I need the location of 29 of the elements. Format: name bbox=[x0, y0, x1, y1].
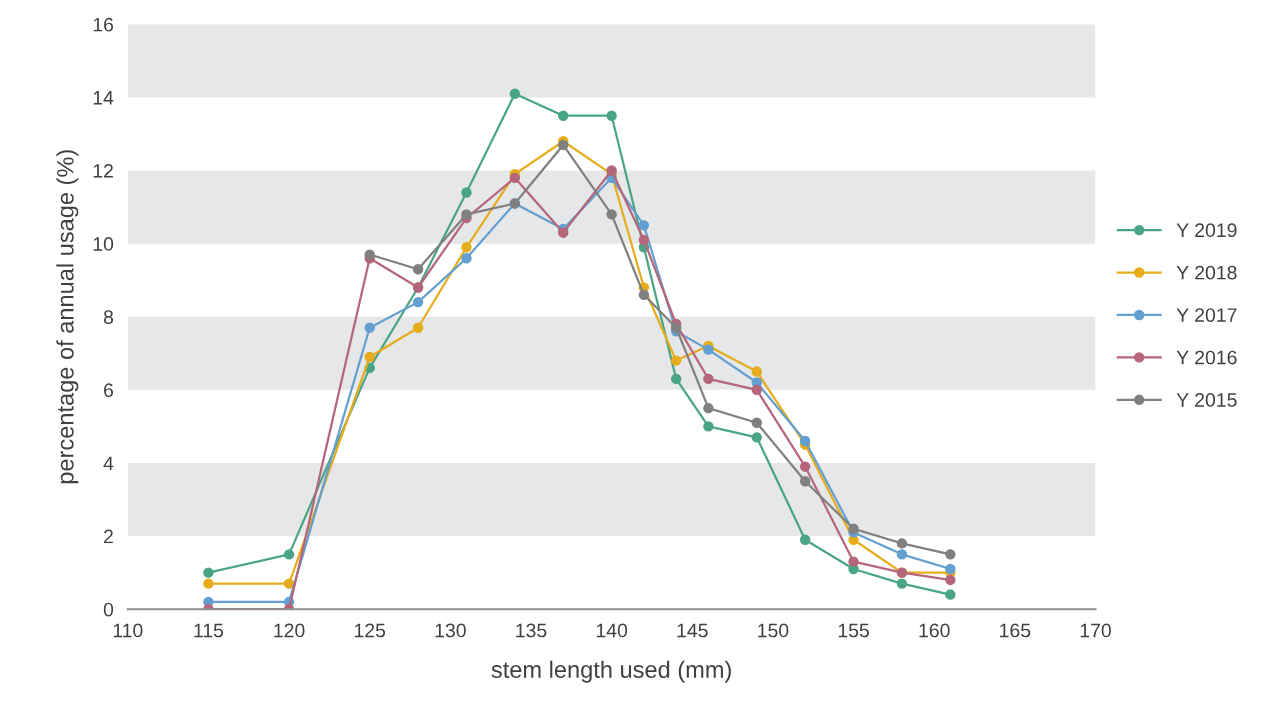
x-tick-label: 135 bbox=[516, 623, 547, 638]
x-tick-label: 110 bbox=[113, 623, 143, 638]
x-tick-label: 170 bbox=[1080, 623, 1111, 638]
x-tick-label: 155 bbox=[838, 623, 869, 638]
x-tick-label: 165 bbox=[1000, 623, 1031, 638]
y-tick-label: 0 bbox=[103, 602, 114, 617]
legend-label: Y 2019 bbox=[1176, 223, 1237, 238]
legend-label: Y 2018 bbox=[1176, 265, 1237, 280]
legend-label: Y 2015 bbox=[1176, 393, 1237, 407]
y-tick-label: 12 bbox=[93, 164, 113, 178]
legend-label: Y 2016 bbox=[1176, 350, 1237, 365]
y-tick-label: 4 bbox=[103, 456, 114, 471]
x-tick-label: 125 bbox=[354, 623, 386, 638]
y-tick-label: 2 bbox=[104, 529, 113, 544]
x-tick-label: 140 bbox=[596, 623, 628, 638]
x-tick-label: 115 bbox=[194, 623, 224, 638]
x-tick-label: 120 bbox=[274, 623, 305, 638]
x-tick-label: 130 bbox=[435, 623, 466, 638]
y-tick-label: 8 bbox=[103, 310, 114, 324]
x-axis-title: stem length used (mm) bbox=[491, 660, 731, 683]
x-tick-label: 160 bbox=[919, 623, 950, 638]
y-tick-label: 6 bbox=[104, 383, 114, 398]
y-tick-label: 16 bbox=[93, 17, 114, 32]
x-tick-label: 150 bbox=[758, 623, 789, 638]
y-axis-title: percentage of annual usage (%) bbox=[56, 150, 79, 484]
x-tick-label: 145 bbox=[677, 623, 708, 638]
y-tick-label: 14 bbox=[93, 91, 114, 105]
y-tick-label: 10 bbox=[93, 237, 114, 251]
legend-label: Y 2017 bbox=[1176, 308, 1237, 322]
